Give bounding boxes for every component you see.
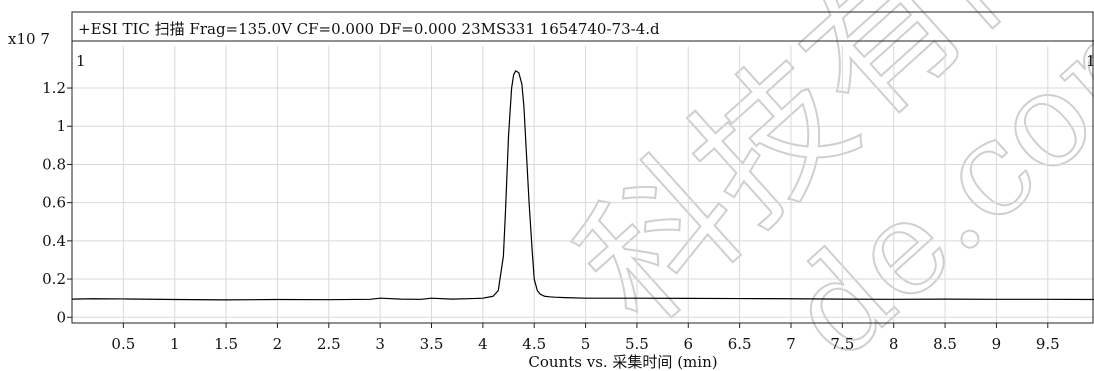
plot-frame [71,11,1094,324]
x-tick-label: 9.5 [1036,335,1060,353]
x-tick-label: 9 [992,335,1002,353]
y-tick-label: 0.6 [42,194,66,212]
x-tick-label: 5.5 [625,335,649,353]
series-line-tic [71,70,1094,301]
y-tick-label: 1.2 [42,79,66,97]
x-tick-label: 6 [684,335,694,353]
chart-title: +ESI TIC 扫描 Frag=135.0V CF=0.000 DF=0.00… [78,20,660,38]
watermark: 科技有限公 de.com [547,0,1094,371]
y-tick-label: 0.2 [42,270,66,288]
x-tick-label: 8 [889,335,899,353]
corner-label-left: 1 [76,52,86,70]
x-tick-label: 7 [786,335,796,353]
x-tick-label: 7.5 [830,335,854,353]
x-tick-label: 1 [170,335,180,353]
x-tick-label: 6.5 [728,335,752,353]
x-tick-label: 2.5 [317,335,341,353]
x-tick-label: 8.5 [933,335,957,353]
y-multiplier-label: x10 7 [8,30,50,48]
x-tick-label: 0.5 [111,335,135,353]
grid [72,46,1094,323]
x-tick-label: 5 [581,335,591,353]
x-tick-label: 3.5 [420,335,444,353]
x-tick-label: 2 [273,335,283,353]
y-tick-label: 0.8 [42,155,66,173]
x-tick-label: 3 [375,335,385,353]
x-axis: 0.5 1 1.5 2 2.5 3 3.5 4 4.5 5 5.5 6 6.5 7 7.5 8 8.5 9 9.5 [111,323,1060,353]
x-axis-label: Counts vs. 采集时间 (min) [528,353,717,371]
y-tick-label: 0 [56,308,66,326]
x-tick-label: 4 [478,335,488,353]
x-tick-label: 1.5 [214,335,238,353]
y-tick-label: 0.4 [42,232,66,250]
corner-label-right: 1 [1086,52,1094,70]
y-tick-label: 1 [56,117,66,135]
y-axis: 0 0.2 0.4 0.6 0.8 1 1.2 [42,79,72,326]
x-tick-label: 4.5 [522,335,546,353]
series-layer [71,70,1094,301]
